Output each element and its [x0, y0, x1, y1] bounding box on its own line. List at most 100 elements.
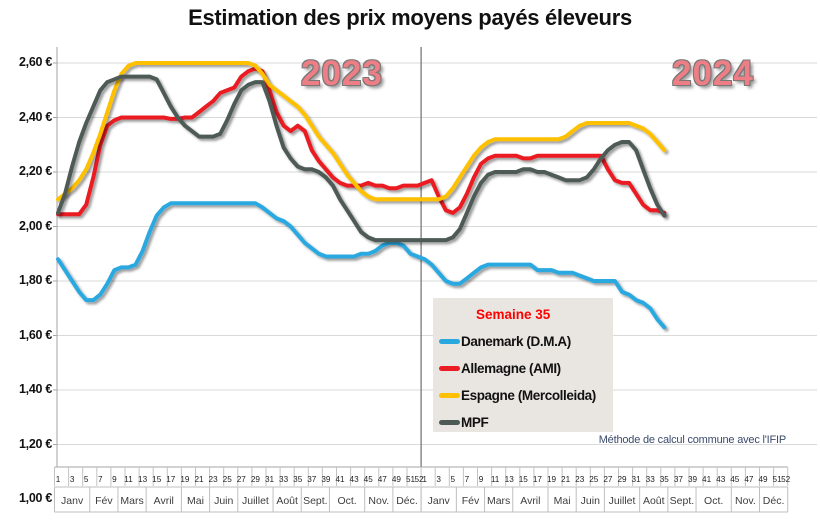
week-number-label: 7 — [465, 475, 470, 484]
legend-swatch-line — [439, 393, 460, 398]
month-label: Juin — [581, 495, 600, 507]
legend-item-label: Allemagne (AMI) — [461, 361, 561, 376]
legend-item-label: MPF — [461, 415, 489, 430]
week-number-label: 21 — [194, 475, 204, 484]
week-number-label: 41 — [335, 475, 345, 484]
week-number-label: 15 — [152, 475, 162, 484]
month-label: Janv — [61, 495, 84, 507]
legend-item: Allemagne (AMI) — [439, 355, 613, 382]
month-label: Oct. — [337, 495, 356, 507]
week-number-label: 43 — [716, 475, 726, 484]
month-label: Mars — [120, 495, 143, 507]
week-number-label: 3 — [436, 475, 441, 484]
week-number-label: 3 — [70, 475, 75, 484]
week-number-label: 33 — [646, 475, 656, 484]
legend-item: MPF — [439, 409, 613, 436]
legend-item-label: Danemark (D.M.A) — [461, 334, 571, 349]
week-number-label: 5 — [451, 475, 456, 484]
y-axis-label: 2,60 € — [19, 55, 52, 69]
month-label: Avril — [154, 495, 174, 507]
week-number-label: 25 — [589, 475, 599, 484]
week-number-label: 49 — [392, 475, 402, 484]
week-number-label: 51 — [773, 475, 783, 484]
year-label-2024: 2024 — [672, 54, 754, 93]
week-number-label: 7 — [98, 475, 103, 484]
month-label: Mai — [187, 495, 204, 507]
series-line-danemark-d-m-a — [56, 201, 667, 330]
week-number-label: 41 — [702, 475, 712, 484]
y-axis-label: 1,20 € — [19, 436, 52, 451]
month-label: Déc. — [396, 495, 418, 507]
week-number-label: 25 — [223, 475, 233, 484]
week-number-label: 9 — [112, 475, 117, 484]
month-label: Juin — [214, 495, 233, 507]
week-number-label: 1 — [422, 475, 427, 484]
week-number-label: 45 — [730, 475, 740, 484]
week-number-label: 37 — [674, 475, 684, 484]
y-axis-label: 1,60 € — [19, 327, 52, 342]
week-number-label: 27 — [603, 475, 613, 484]
week-number-label: 33 — [279, 475, 289, 484]
week-number-label: 39 — [688, 475, 698, 484]
week-number-label: 29 — [617, 475, 627, 484]
week-number-label: 39 — [321, 475, 331, 484]
month-label: Oct. — [704, 495, 723, 507]
legend: Semaine 35 Danemark (D.M.A) Allemagne (AM… — [433, 298, 613, 432]
month-label: Sept. — [670, 495, 695, 507]
month-label: Mars — [487, 495, 510, 507]
week-number-label: 27 — [237, 475, 247, 484]
y-axis-label: 1,40 € — [19, 382, 52, 396]
y-axis-label: 1,00 € — [19, 491, 52, 505]
week-number-label: 51 — [406, 475, 416, 484]
year-label-2023: 2023 — [301, 54, 383, 93]
month-label: Sept. — [303, 495, 328, 507]
legend-item: Espagne (Mercolleida) — [439, 382, 613, 409]
month-label: Fév — [95, 495, 113, 507]
legend-items: Danemark (D.M.A) Allemagne (AMI) Espagne (… — [439, 328, 613, 436]
legend-swatch-line — [439, 420, 460, 425]
month-label: Avril — [520, 495, 540, 507]
month-label: Juillet — [609, 495, 636, 507]
week-number-label: 17 — [533, 475, 543, 484]
legend-swatch-line — [439, 366, 460, 371]
month-label: Nov. — [368, 495, 389, 507]
week-number-label: 5 — [84, 475, 89, 484]
week-number-label: 21 — [561, 475, 571, 484]
week-number-label: 23 — [209, 475, 219, 484]
week-number-label: 1 — [56, 475, 61, 484]
week-number-label: 31 — [632, 475, 642, 484]
month-label: Août — [276, 495, 298, 507]
y-axis-label: 2,40 € — [19, 109, 52, 124]
legend-item: Danemark (D.M.A) — [439, 328, 613, 355]
month-label: Déc. — [763, 495, 785, 507]
week-number-label: 19 — [180, 475, 190, 484]
week-number-label: 23 — [575, 475, 585, 484]
legend-title: Semaine 35 — [476, 307, 551, 322]
week-number-label: 19 — [547, 475, 557, 484]
chart-title: Estimation des prix moyens payés éleveur… — [188, 5, 632, 30]
week-number-label: 31 — [265, 475, 275, 484]
week-number-label: 35 — [660, 475, 670, 484]
week-number-label: 11 — [124, 475, 133, 484]
week-number-label: 47 — [378, 475, 388, 484]
week-number-label: 29 — [251, 475, 261, 484]
y-axis-label: 1,80 € — [19, 273, 52, 287]
y-axis-label: 2,00 € — [19, 218, 52, 233]
series-line-mpf — [56, 74, 667, 243]
legend-item-label: Espagne (Mercolleida) — [461, 388, 596, 403]
month-label: Août — [643, 495, 665, 507]
week-number-label: 52 — [781, 475, 791, 484]
week-number-label: 45 — [364, 475, 374, 484]
footnote: Méthode de calcul commune avec l'IFIP — [598, 434, 786, 446]
week-number-label: 37 — [307, 475, 317, 484]
week-number-label: 49 — [758, 475, 768, 484]
week-number-label: 15 — [519, 475, 529, 484]
week-number-label: 13 — [505, 475, 515, 484]
month-label: Mai — [554, 495, 571, 507]
week-number-label: 11 — [491, 475, 500, 484]
week-number-label: 35 — [293, 475, 303, 484]
week-number-label: 9 — [479, 475, 484, 484]
week-number-label: 52 — [414, 475, 424, 484]
